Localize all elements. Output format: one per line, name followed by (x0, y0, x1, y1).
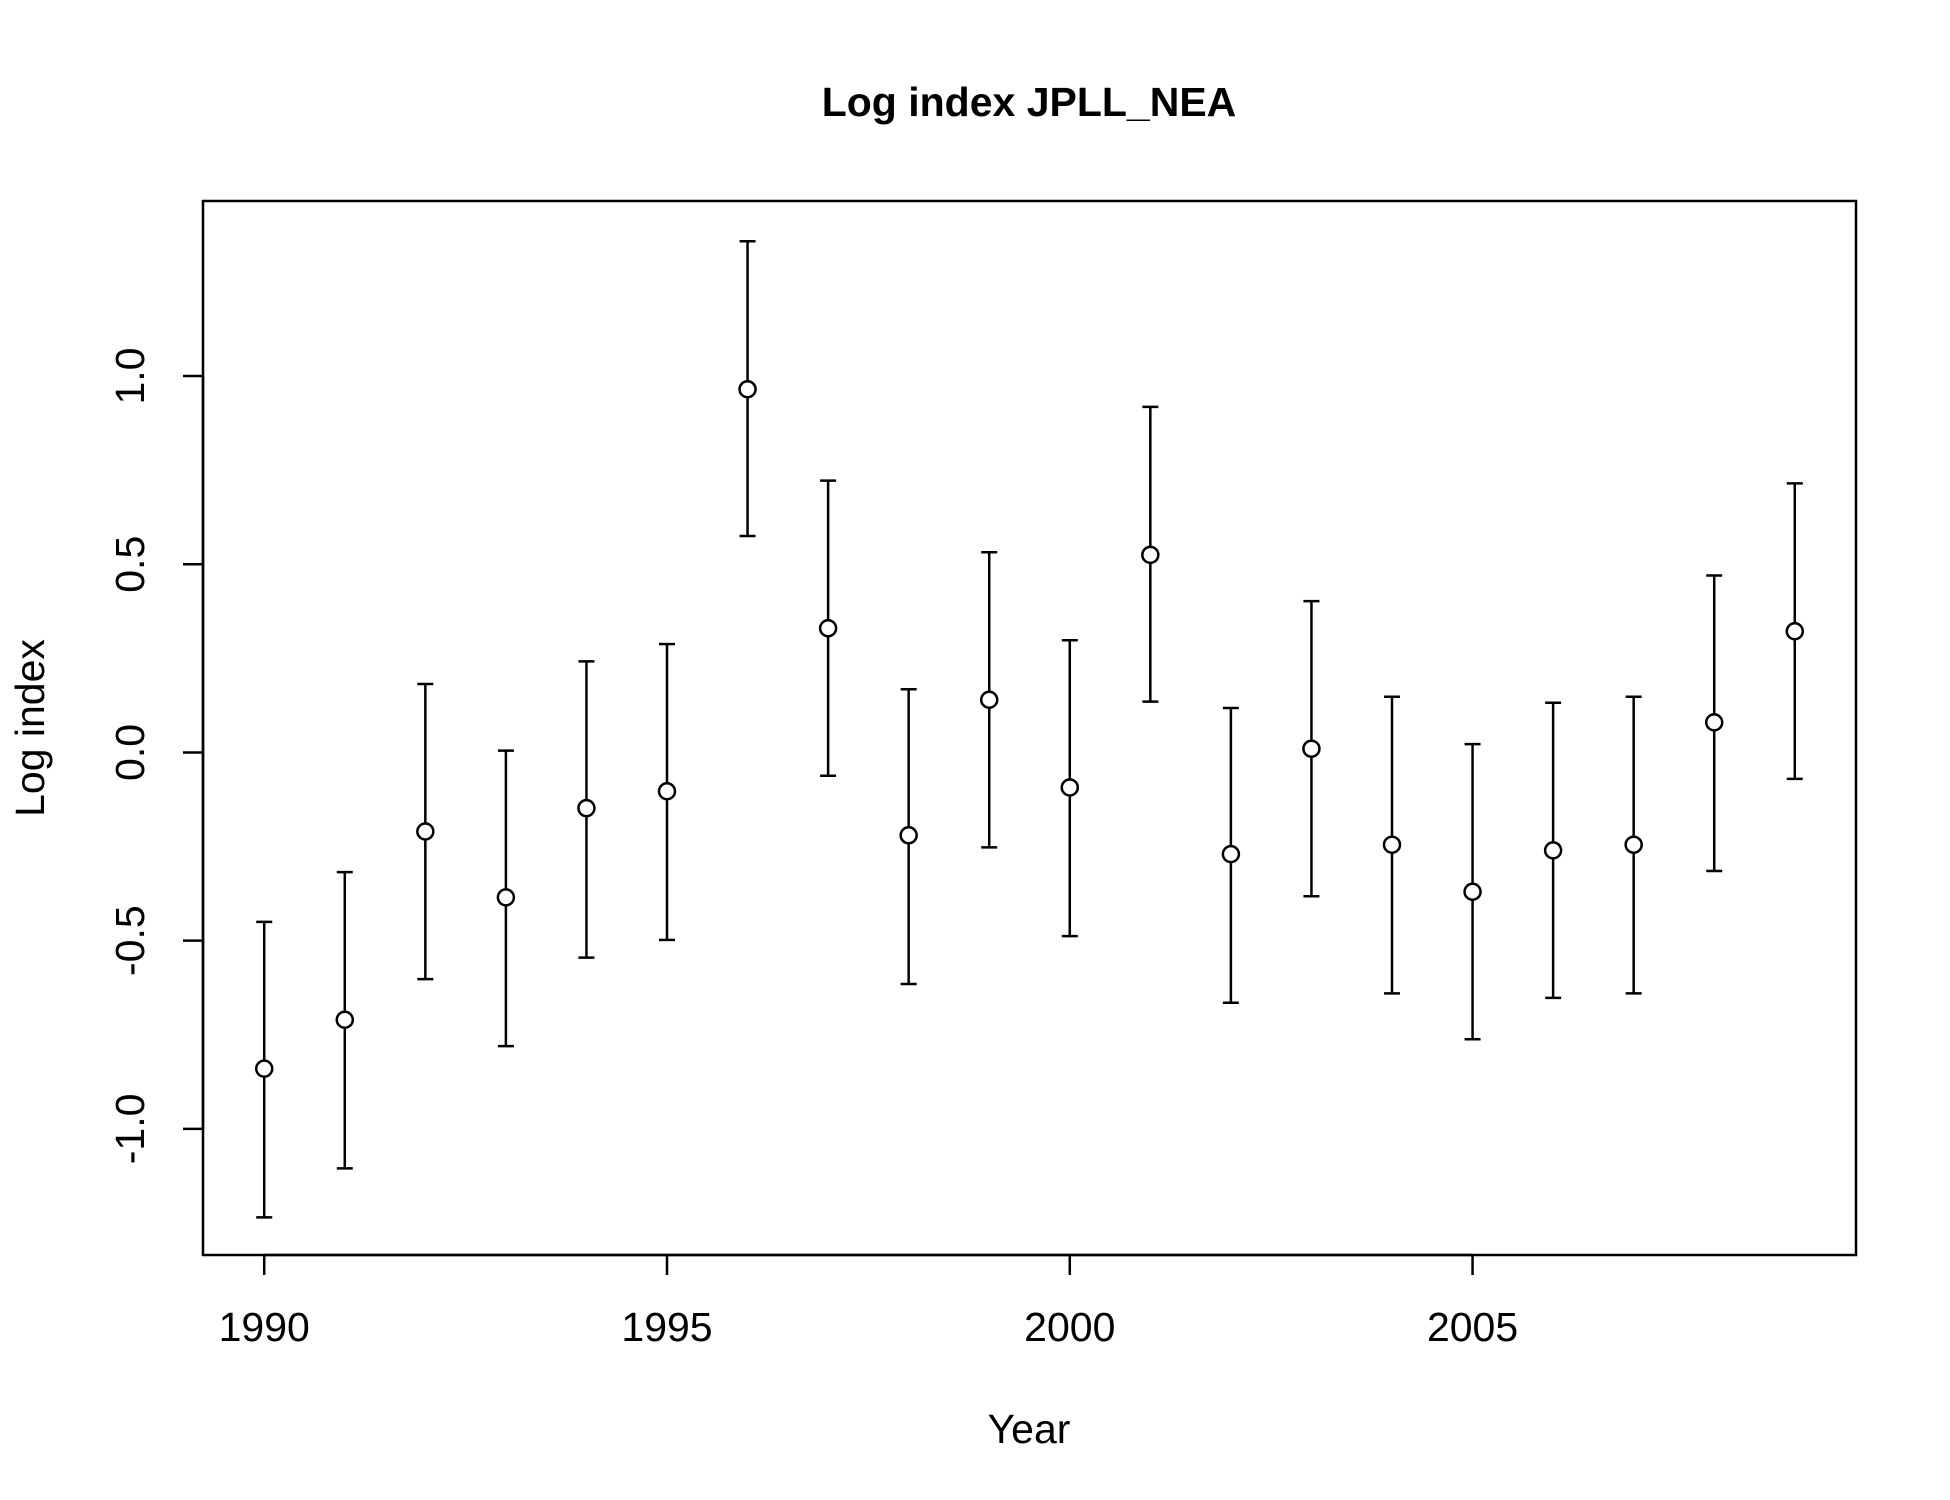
data-point (738, 379, 757, 399)
data-point (496, 888, 516, 907)
chart-title: Log index JPLL_NEA (822, 79, 1237, 125)
y-tick-label: 0.5 (107, 536, 153, 593)
y-tick-label: 1.0 (107, 348, 153, 405)
data-point (657, 781, 677, 801)
data-points (254, 379, 1805, 1078)
data-point (1463, 882, 1482, 901)
data-point (899, 826, 918, 845)
y-tick-label: -1.0 (107, 1094, 153, 1165)
data-point (1382, 835, 1402, 854)
data-point (979, 690, 999, 710)
data-point (1302, 739, 1321, 758)
data-point (254, 1059, 274, 1078)
data-point (818, 618, 838, 638)
y-axis: -1.0 -0.5 0.0 0.5 1.0 (107, 348, 205, 1165)
x-axis-label: Year (988, 1406, 1071, 1452)
data-point (1624, 835, 1643, 854)
data-point (577, 798, 596, 818)
error-bars (256, 240, 1803, 1219)
x-tick-label: 1995 (621, 1304, 712, 1350)
data-point (335, 1010, 355, 1029)
y-tick-label: -0.5 (107, 905, 153, 976)
x-axis: 1990 1995 2000 2005 (219, 1253, 1518, 1350)
data-point (1785, 622, 1805, 641)
x-tick-label: 2000 (1024, 1304, 1115, 1350)
x-tick-label: 2005 (1427, 1304, 1518, 1350)
data-point (1704, 713, 1724, 732)
y-axis-label: Log index (7, 639, 53, 817)
data-point (1221, 844, 1241, 864)
y-tick-label: 0.0 (107, 724, 153, 781)
data-point (1141, 545, 1160, 565)
data-point (1543, 841, 1563, 860)
x-tick-label: 1990 (219, 1304, 310, 1350)
data-point (416, 822, 435, 841)
data-point (1060, 778, 1080, 797)
plot-frame (201, 199, 1858, 1257)
